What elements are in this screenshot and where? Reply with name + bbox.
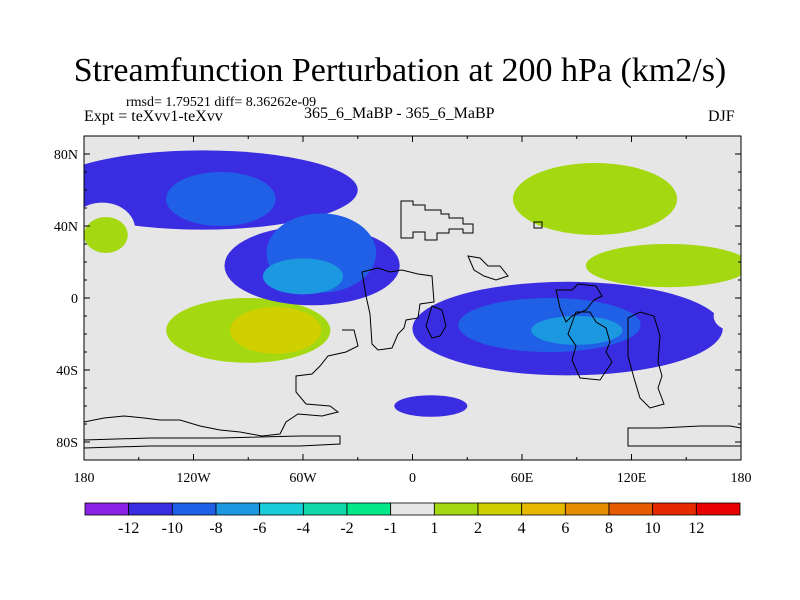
y-tick-label-0: 80N	[54, 148, 78, 163]
coastline-5	[567, 311, 613, 381]
contour-region-13	[262, 258, 344, 295]
stats-line: rmsd= 1.79521 diff= 8.36262e-09	[126, 95, 317, 110]
contour-region-18	[394, 395, 468, 417]
x-tick-label-3: 0	[409, 471, 416, 486]
colorbar-swatch-14	[695, 502, 741, 516]
y-tick-label-3: 40S	[56, 364, 78, 379]
colorbar-swatch-4	[259, 502, 304, 516]
contour-region-5	[585, 244, 741, 288]
colorbar-swatch-2	[171, 502, 217, 516]
coastline-10	[533, 221, 543, 229]
colorbar-label-11: 8	[605, 520, 613, 537]
colorbar-swatch-11	[564, 502, 610, 516]
coastline-3	[467, 255, 509, 281]
coastline-2	[425, 305, 447, 339]
colorbar-label-7: 1	[430, 520, 438, 537]
y-tick-label-4: 80S	[56, 436, 78, 451]
coastline-0	[400, 200, 474, 241]
contour-field	[84, 150, 741, 417]
colorbar-swatch-13	[652, 502, 697, 516]
season-label: DJF	[708, 108, 735, 125]
x-tick-label-4: 60E	[511, 471, 534, 486]
coastline-9	[84, 435, 341, 449]
colorbar-swatch-8	[433, 502, 479, 516]
contour-region-1	[166, 172, 276, 226]
coastline-1	[361, 267, 435, 351]
colorbar-swatch-3	[215, 502, 261, 516]
x-tick-label-6: 180	[731, 471, 752, 486]
colorbar-label-8: 2	[474, 520, 482, 537]
colorbar-swatch-5	[302, 502, 348, 516]
colorbar-swatch-9	[477, 502, 523, 516]
colorbar-swatch-10	[521, 502, 566, 516]
colorbar-label-3: -6	[253, 520, 266, 537]
colorbar-swatch-6	[346, 502, 392, 516]
colorbar-label-12: 10	[645, 520, 661, 537]
x-tick-label-0: 180	[74, 471, 95, 486]
colorbar-label-1: -10	[162, 520, 183, 537]
experiment-label: Expt = teXvv1-teXvv	[84, 108, 223, 125]
colorbar: -12 -10 -8 -6 -4 -2 -1 1 2 4 6 8 10 12	[84, 502, 741, 537]
contour-region-10	[230, 307, 322, 354]
contour-region-16	[531, 316, 623, 345]
chart-title: Streamfunction Perturbation at 200 hPa (…	[73, 52, 727, 89]
coastlines	[84, 200, 741, 449]
coastline-4	[555, 283, 603, 323]
colorbar-label-13: 12	[688, 520, 704, 537]
x-tick-label-1: 120W	[176, 471, 211, 486]
colorbar-swatch-0	[84, 502, 130, 516]
colorbar-label-4: -4	[297, 520, 310, 537]
y-tick-label-1: 40N	[54, 220, 78, 235]
contour-region-7	[84, 217, 128, 253]
coastline-8	[627, 425, 741, 447]
case-label: 365_6_MaBP - 365_6_MaBP	[304, 105, 495, 122]
colorbar-swatch-12	[608, 502, 654, 516]
contour-region-3	[512, 163, 678, 235]
contour-region-17	[713, 301, 741, 331]
colorbar-label-0: -12	[118, 520, 139, 537]
colorbar-swatch-1	[128, 502, 173, 516]
x-tick-label-2: 60W	[289, 471, 317, 486]
coastline-6	[627, 311, 665, 409]
y-tick-label-2: 0	[71, 292, 78, 307]
x-tick-label-5: 120E	[617, 471, 647, 486]
colorbar-label-6: -1	[384, 520, 397, 537]
colorbar-label-9: 4	[518, 520, 526, 537]
axes: 180 120W 60W 0 60E 120E 180 80N 40N 0 40S 80S	[54, 135, 752, 486]
colorbar-label-2: -8	[209, 520, 222, 537]
colorbar-label-10: 6	[561, 520, 569, 537]
colorbar-label-5: -2	[340, 520, 353, 537]
coastline-7	[84, 329, 359, 437]
colorbar-swatch-7	[390, 502, 435, 516]
